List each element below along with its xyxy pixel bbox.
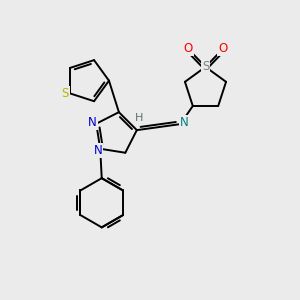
Text: O: O — [218, 42, 227, 56]
Text: S: S — [202, 60, 209, 74]
Text: S: S — [62, 87, 69, 100]
Text: N: N — [88, 116, 97, 129]
Text: O: O — [184, 42, 193, 56]
Text: N: N — [180, 116, 188, 129]
Text: N: N — [94, 144, 102, 157]
Text: H: H — [135, 112, 143, 122]
